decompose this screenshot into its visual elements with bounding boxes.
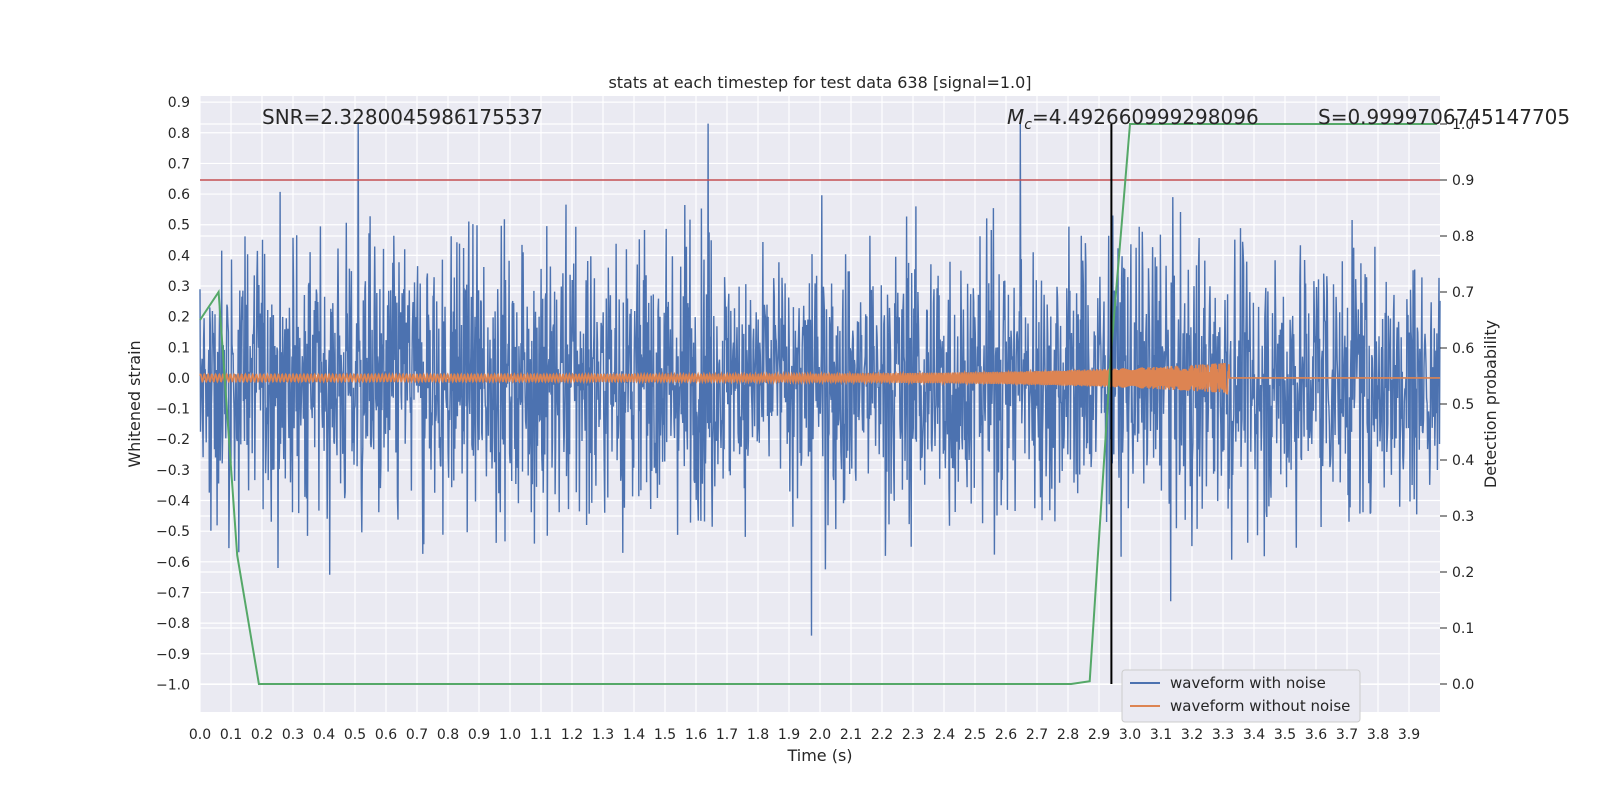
- x-tick-label: 2.8: [1057, 727, 1079, 743]
- x-tick-label: 0.2: [251, 727, 273, 743]
- chirp-mass-value: =4.492660999298096: [1032, 105, 1259, 129]
- y-tick-label: −0.6: [156, 555, 190, 571]
- y-tick-label: 0.7: [168, 156, 190, 172]
- y-tick-label: 0.9: [168, 95, 190, 111]
- right-y-tick-label: 0.4: [1452, 453, 1474, 469]
- x-tick-label: 2.0: [809, 727, 831, 743]
- y-tick-label: 0.5: [168, 218, 190, 234]
- right-y-tick-label: 0.5: [1452, 397, 1474, 413]
- x-tick-label: 3.5: [1274, 727, 1296, 743]
- chirp-mass-annotation: Mc=4.492660999298096: [1007, 105, 1259, 133]
- right-y-tick-label: 0.2: [1452, 565, 1474, 581]
- y-axis-label: Whitened strain: [125, 340, 144, 467]
- right-y-tick-label: 0.7: [1452, 285, 1474, 301]
- x-tick-label: 3.9: [1398, 727, 1420, 743]
- x-tick-label: 1.0: [499, 727, 521, 743]
- y-tick-label: −0.1: [156, 402, 190, 418]
- x-tick-label: 0.3: [282, 727, 304, 743]
- x-tick-label: 0.8: [437, 727, 459, 743]
- y-tick-label: −0.4: [156, 494, 190, 510]
- x-tick-label: 2.3: [902, 727, 924, 743]
- y-tick-label: −0.2: [156, 432, 190, 448]
- x-tick-label: 1.5: [654, 727, 676, 743]
- x-axis-label: Time (s): [786, 746, 852, 765]
- right-y-tick-label: 0.1: [1452, 621, 1474, 637]
- x-tick-label: 1.8: [747, 727, 769, 743]
- right-y-tick-label: 0.8: [1452, 229, 1474, 245]
- right-y-tick-label: 0.9: [1452, 173, 1474, 189]
- x-tick-label: 0.5: [344, 727, 366, 743]
- right-y-tick-label: 1.0: [1452, 117, 1474, 133]
- x-tick-label: 1.9: [778, 727, 800, 743]
- right-y-axis-ticks: 1.0 0.9 0.8 0.7 0.6 0.5 0.4 0.3 0.2 0.1 0.0: [1440, 117, 1474, 693]
- x-tick-label: 1.4: [623, 727, 645, 743]
- x-tick-label: 2.9: [1088, 727, 1110, 743]
- chirp-mass-subscript: c: [1024, 117, 1032, 133]
- score-annotation: S=0.9999706745147705: [1318, 105, 1570, 129]
- x-tick-label: 3.7: [1336, 727, 1358, 743]
- x-tick-label: 2.4: [933, 727, 955, 743]
- chart-title: stats at each timestep for test data 638…: [608, 73, 1031, 92]
- x-tick-label: 0.6: [375, 727, 397, 743]
- x-tick-label: 3.8: [1367, 727, 1389, 743]
- x-tick-label: 3.6: [1305, 727, 1327, 743]
- series-waveform-without-noise: [199, 362, 1440, 396]
- x-tick-label: 2.5: [964, 727, 986, 743]
- y-tick-label: −1.0: [156, 677, 190, 693]
- right-y-axis-label: Detection probability: [1481, 320, 1500, 488]
- series-waveform-with-noise: [199, 123, 1441, 636]
- y-axis-ticks: 0.9 0.8 0.7 0.6 0.5 0.4 0.3 0.2 0.1 0.0 −0.1 −0.2 −0…: [156, 95, 190, 693]
- right-y-tick-label: 0.6: [1452, 341, 1474, 357]
- x-tick-label: 0.7: [406, 727, 428, 743]
- x-tick-label: 3.1: [1150, 727, 1172, 743]
- x-tick-label: 2.6: [995, 727, 1017, 743]
- x-tick-label: 2.2: [871, 727, 893, 743]
- x-tick-label: 2.1: [840, 727, 862, 743]
- legend: waveform with noise waveform without noi…: [1121, 669, 1361, 723]
- y-tick-label: 0.6: [168, 187, 190, 203]
- x-tick-label: 1.2: [561, 727, 583, 743]
- x-tick-label: 1.3: [592, 727, 614, 743]
- x-tick-label: 1.1: [530, 727, 552, 743]
- x-tick-label: 3.3: [1212, 727, 1234, 743]
- y-tick-label: −0.9: [156, 647, 190, 663]
- y-tick-label: −0.7: [156, 585, 190, 601]
- legend-box: [1121, 669, 1361, 723]
- snr-annotation: SNR=2.3280045986175537: [262, 105, 543, 129]
- y-tick-label: 0.0: [168, 371, 190, 387]
- right-y-tick-label: 0.3: [1452, 509, 1474, 525]
- chirp-mass-symbol: M: [1007, 105, 1024, 129]
- x-axis-ticks: 0.0 0.1 0.2 0.3 0.4 0.5 0.6 0.7 0.8 0.9 1.0 1.1 1.2 1…: [189, 727, 1420, 743]
- x-tick-label: 3.4: [1243, 727, 1265, 743]
- x-tick-label: 0.4: [313, 727, 335, 743]
- legend-label-clean: waveform without noise: [1170, 697, 1350, 715]
- y-tick-label: 0.1: [168, 340, 190, 356]
- y-tick-label: 0.2: [168, 310, 190, 326]
- y-tick-label: −0.3: [156, 463, 190, 479]
- x-tick-label: 1.7: [716, 727, 738, 743]
- legend-label-noise: waveform with noise: [1170, 674, 1326, 692]
- x-tick-label: 0.1: [220, 727, 242, 743]
- series-detection-probability: [199, 123, 1437, 685]
- y-tick-label: 0.8: [168, 126, 190, 142]
- y-tick-label: 0.3: [168, 279, 190, 295]
- y-tick-label: 0.4: [168, 248, 190, 264]
- x-tick-label: 1.6: [685, 727, 707, 743]
- plot-series: [199, 123, 1441, 685]
- x-tick-label: 0.0: [189, 727, 211, 743]
- x-tick-label: 3.2: [1181, 727, 1203, 743]
- y-tick-label: −0.8: [156, 616, 190, 632]
- right-y-tick-label: 0.0: [1452, 677, 1474, 693]
- x-tick-label: 2.7: [1026, 727, 1048, 743]
- x-tick-label: 3.0: [1119, 727, 1141, 743]
- y-tick-label: −0.5: [156, 524, 190, 540]
- x-tick-label: 0.9: [468, 727, 490, 743]
